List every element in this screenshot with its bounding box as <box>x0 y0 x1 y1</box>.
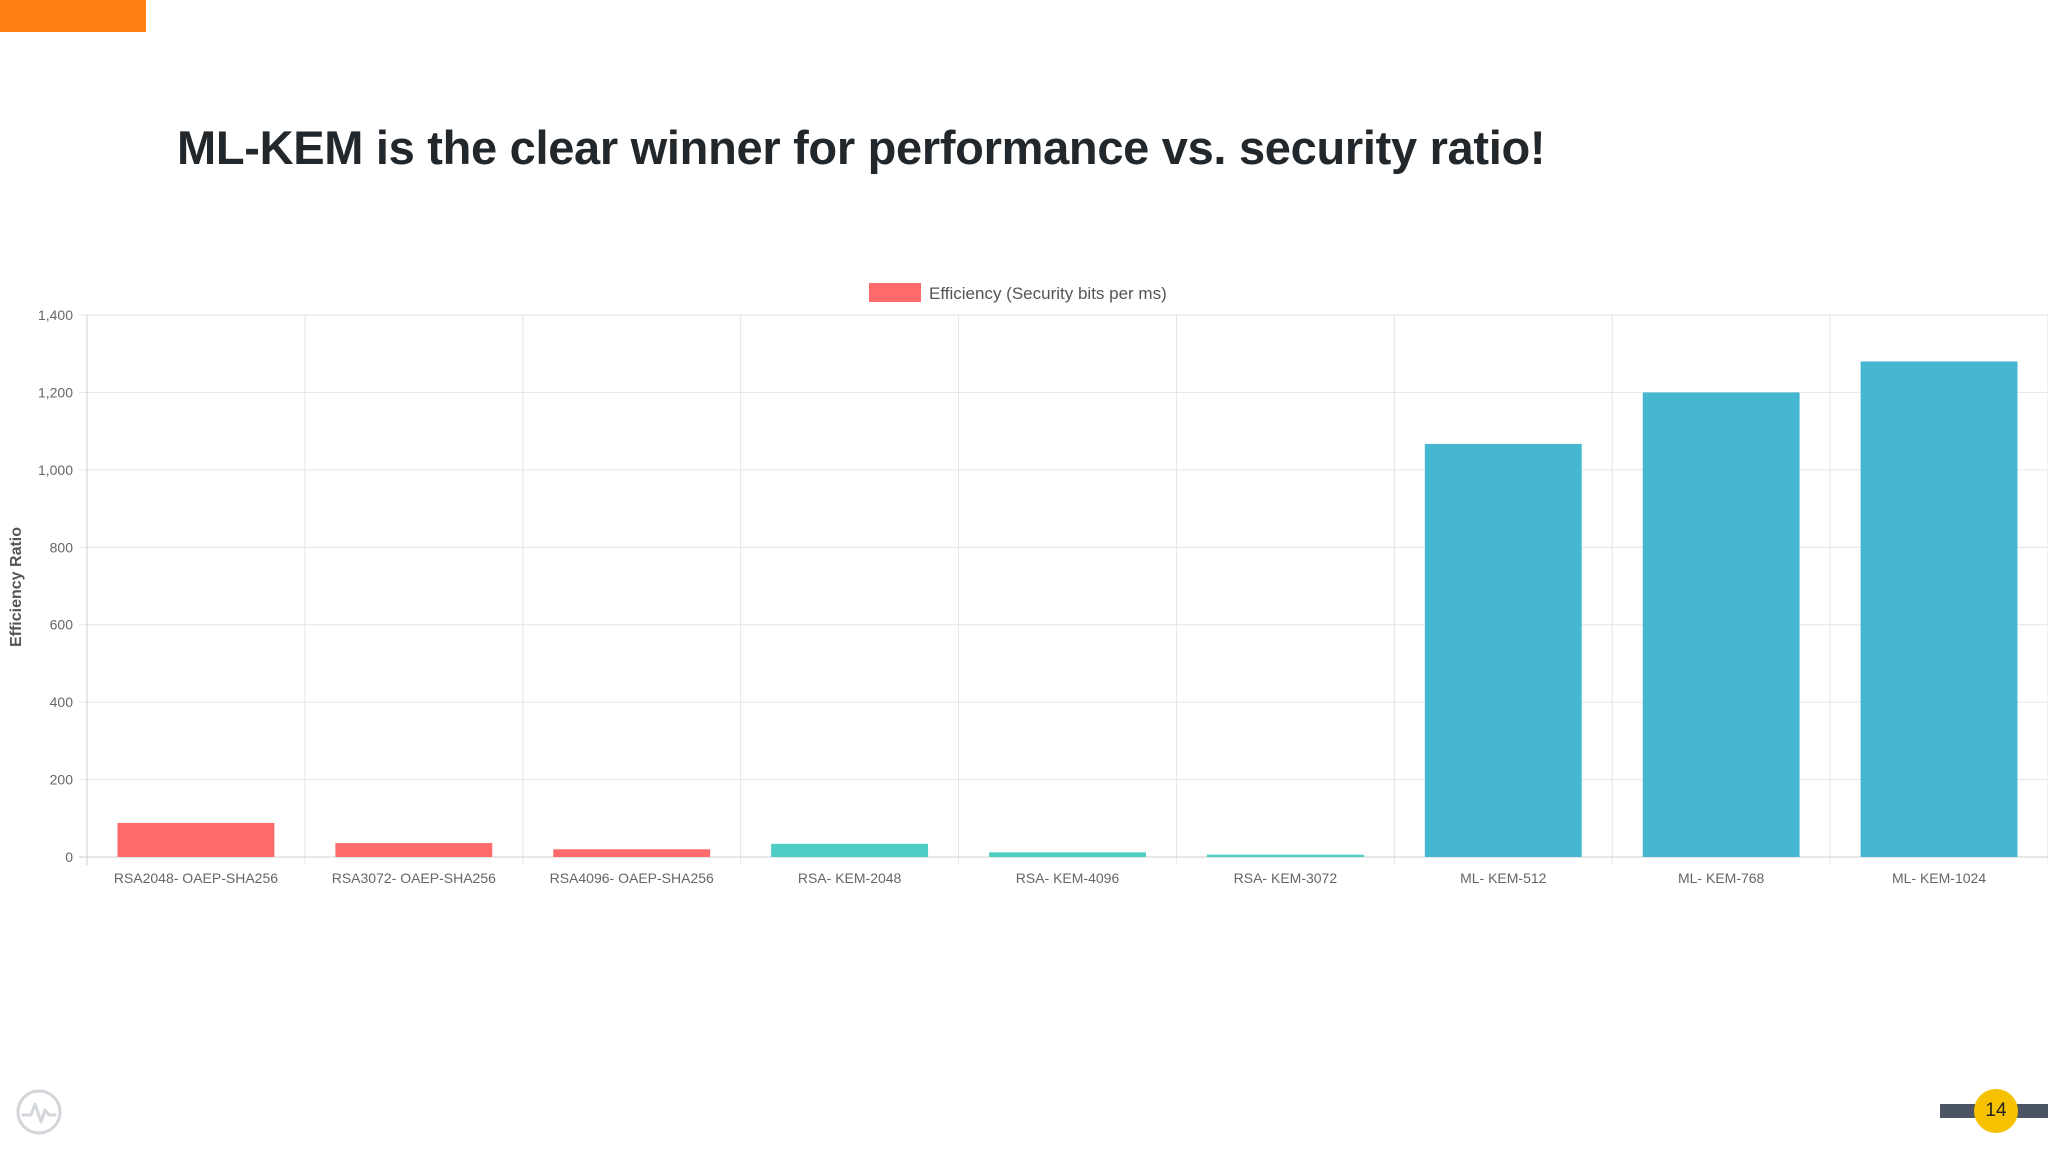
x-tick-label: ML- KEM-1024 <box>1892 870 1986 886</box>
x-tick-label: RSA2048- OAEP-SHA256 <box>114 870 278 886</box>
slide-title: ML-KEM is the clear winner for performan… <box>177 121 1546 174</box>
efficiency-bar-chart: Efficiency (Security bits per ms) Effici… <box>8 283 2048 886</box>
x-tick-label: RSA4096- OAEP-SHA256 <box>550 870 714 886</box>
y-tick-label: 1,200 <box>38 384 73 400</box>
legend-swatch <box>869 283 921 302</box>
x-tick-label: RSA- KEM-2048 <box>798 870 902 886</box>
y-tick-label: 0 <box>65 849 73 865</box>
y-tick-label: 600 <box>50 617 74 633</box>
bar-2 <box>335 843 493 857</box>
activity-pulse-icon <box>16 1089 62 1135</box>
bar-6 <box>1206 854 1364 857</box>
y-tick-label: 1,000 <box>38 462 73 478</box>
bar-7 <box>1424 443 1582 857</box>
x-tick-label: ML- KEM-512 <box>1460 870 1547 886</box>
chart-legend: Efficiency (Security bits per ms) <box>869 283 1167 303</box>
bar-9 <box>1860 361 2018 857</box>
x-tick-label: ML- KEM-768 <box>1678 870 1765 886</box>
y-tick-label: 800 <box>50 539 74 555</box>
bar-5 <box>989 852 1146 857</box>
x-tick-label: RSA- KEM-4096 <box>1016 870 1120 886</box>
x-axis-ticks: RSA2048- OAEP-SHA256 RSA3072- OAEP-SHA256… <box>114 870 1986 886</box>
x-tick-label: RSA- KEM-3072 <box>1234 870 1338 886</box>
y-tick-label: 200 <box>50 772 74 788</box>
y-tick-label: 400 <box>50 694 74 710</box>
accent-bar <box>0 0 146 32</box>
bar-4 <box>771 843 929 857</box>
y-tick-label: 1,400 <box>38 307 73 323</box>
bars <box>117 361 2018 857</box>
bar-8 <box>1642 392 1800 857</box>
bar-3 <box>553 849 711 857</box>
legend-label: Efficiency (Security bits per ms) <box>929 284 1167 303</box>
y-axis-title: Efficiency Ratio <box>8 527 25 647</box>
bar-1 <box>117 822 275 857</box>
y-axis-ticks: 0 200 400 600 800 1,000 1,200 1,400 <box>38 307 73 865</box>
x-tick-label: RSA3072- OAEP-SHA256 <box>332 870 496 886</box>
page-number: 14 <box>1974 1089 2018 1133</box>
